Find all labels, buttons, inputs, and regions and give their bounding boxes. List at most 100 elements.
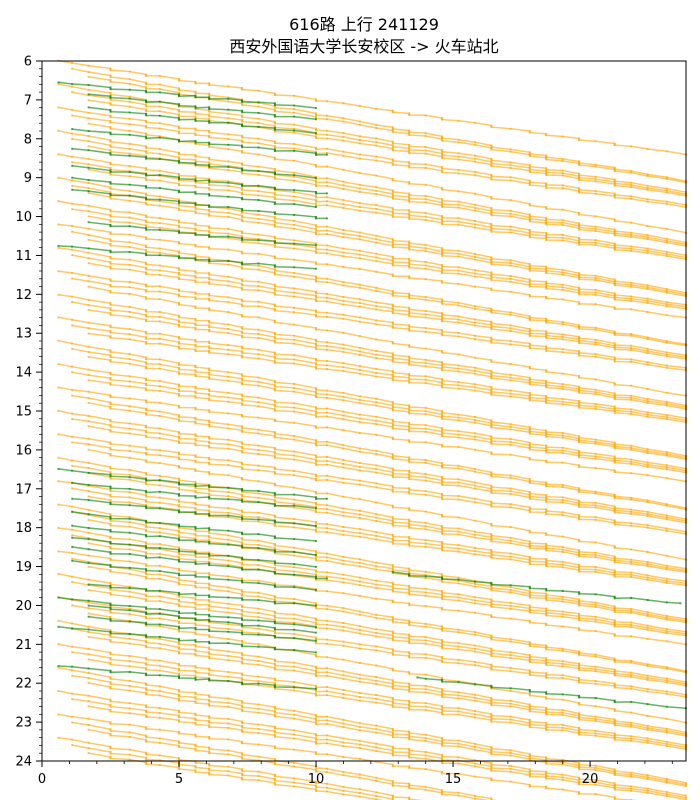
stop-marker: [178, 363, 180, 366]
stop-marker: [561, 385, 564, 388]
stop-marker: [578, 454, 581, 457]
stop-marker: [208, 673, 211, 676]
stop-marker: [594, 457, 597, 460]
stop-marker: [87, 262, 90, 265]
stop-marker: [490, 287, 493, 290]
stop-marker: [391, 519, 394, 522]
stop-marker: [391, 736, 394, 739]
stop-marker: [358, 699, 361, 702]
stop-marker: [424, 754, 427, 757]
stop-marker: [145, 624, 148, 627]
stop-marker: [128, 286, 131, 289]
stop-marker: [613, 634, 616, 637]
stop-marker: [665, 177, 668, 180]
stop-marker: [145, 126, 148, 129]
stop-marker: [424, 347, 427, 350]
stop-marker: [490, 326, 493, 329]
stop-marker: [509, 225, 512, 228]
trip-line: [58, 456, 687, 570]
stop-marker: [545, 675, 548, 678]
stop-marker: [293, 458, 296, 461]
stop-marker: [441, 691, 444, 694]
stop-marker: [315, 578, 317, 581]
stop-marker: [490, 230, 493, 233]
stop-marker: [424, 267, 427, 270]
stop-marker: [315, 344, 317, 347]
stop-marker: [241, 350, 244, 353]
stop-marker: [315, 440, 317, 443]
stop-marker: [208, 700, 211, 703]
stop-marker: [474, 372, 476, 375]
stop-marker: [578, 554, 581, 556]
stop-marker: [71, 225, 74, 227]
stop-marker: [613, 447, 616, 450]
stop-marker: [227, 559, 230, 562]
stop-marker: [646, 510, 649, 513]
stop-marker: [145, 285, 148, 288]
stop-marker: [342, 284, 345, 287]
stop-marker: [87, 168, 90, 171]
stop-marker: [408, 798, 411, 800]
stop-marker: [315, 505, 317, 508]
stop-marker: [178, 505, 180, 508]
stop-marker: [665, 477, 668, 480]
stop-marker: [257, 591, 260, 594]
stop-marker: [528, 426, 531, 429]
stop-marker: [646, 288, 649, 290]
stop-marker: [109, 752, 112, 755]
stop-marker: [194, 390, 197, 393]
stop-marker: [391, 634, 394, 637]
stop-marker: [109, 93, 112, 96]
stop-marker: [128, 689, 131, 692]
stop-marker: [178, 130, 180, 133]
stop-marker: [613, 297, 616, 299]
stop-marker: [109, 120, 112, 122]
stop-marker: [561, 698, 564, 701]
stop-marker: [145, 431, 148, 434]
stop-marker: [665, 237, 668, 240]
stop-marker: [490, 340, 493, 343]
stop-marker: [578, 650, 581, 653]
stop-marker: [630, 235, 633, 238]
stop-marker: [545, 396, 548, 399]
stop-marker: [178, 557, 180, 560]
stop-marker: [545, 559, 548, 562]
stop-marker: [241, 777, 244, 779]
stop-marker: [474, 338, 476, 341]
trip-line: [58, 316, 687, 420]
stop-marker: [408, 588, 411, 591]
stop-marker: [315, 782, 317, 785]
stop-marker: [578, 728, 581, 731]
stop-marker: [561, 387, 564, 390]
stop-marker: [208, 461, 211, 464]
stop-marker: [241, 250, 244, 253]
stop-marker: [646, 347, 649, 350]
stop-marker: [509, 638, 512, 641]
stop-marker: [424, 751, 427, 753]
stop-marker: [408, 196, 411, 198]
stop-marker: [375, 746, 378, 749]
stop-marker: [441, 206, 444, 208]
stop-marker: [109, 453, 112, 455]
stop-marker: [145, 377, 148, 380]
stop-marker: [578, 518, 581, 521]
stop-marker: [424, 441, 427, 444]
stop-marker: [257, 612, 260, 614]
stop-marker: [241, 252, 244, 255]
stop-marker: [257, 539, 260, 542]
stop-marker: [257, 516, 260, 519]
stop-marker: [194, 454, 197, 457]
stop-marker: [375, 193, 378, 196]
stop-marker: [109, 80, 112, 83]
stop-marker: [408, 686, 411, 688]
stop-marker: [509, 264, 512, 267]
stop-marker: [509, 552, 512, 555]
stop-marker: [194, 119, 197, 122]
stop-marker: [561, 321, 564, 323]
stop-marker: [273, 288, 276, 291]
stop-marker: [528, 671, 531, 673]
stop-marker: [490, 375, 493, 378]
stop-marker: [293, 191, 296, 194]
stop-marker: [408, 536, 411, 539]
stop-marker: [490, 173, 493, 176]
